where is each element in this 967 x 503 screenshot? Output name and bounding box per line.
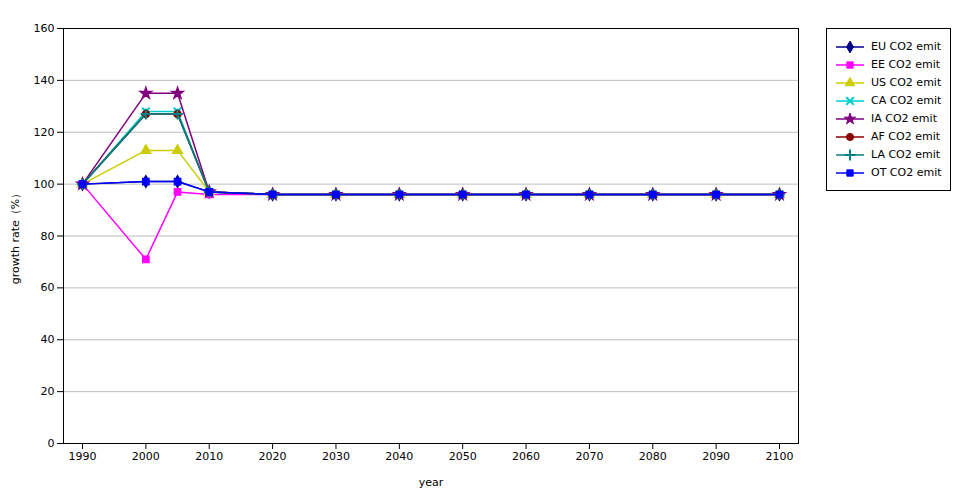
svg-text:2070: 2070	[575, 450, 603, 463]
svg-text:2000: 2000	[132, 450, 160, 463]
html-text:EU CO2 emit: EU CO2 emit	[871, 40, 942, 53]
svg-text:growth rate（%）: growth rate（%）	[9, 188, 22, 285]
html-text:OT CO2 emit: OT CO2 emit	[871, 166, 942, 179]
html-text:EE CO2 emit: EE CO2 emit	[871, 58, 941, 71]
svg-text:2050: 2050	[449, 450, 477, 463]
svg-text:100: 100	[34, 178, 55, 191]
svg-text:2080: 2080	[639, 450, 667, 463]
svg-text:2020: 2020	[259, 450, 287, 463]
svg-text:2040: 2040	[385, 450, 413, 463]
html-text:US CO2 emit: US CO2 emit	[871, 76, 942, 89]
html-text:CA CO2 emit: CA CO2 emit	[871, 94, 942, 107]
svg-text:2010: 2010	[195, 450, 223, 463]
svg-text:2030: 2030	[322, 450, 350, 463]
svg-text:40: 40	[41, 333, 55, 346]
svg-text:20: 20	[41, 385, 55, 398]
html-text:LA CO2 emit: LA CO2 emit	[871, 148, 941, 161]
svg-text:1990: 1990	[69, 450, 97, 463]
svg-text:2090: 2090	[702, 450, 730, 463]
svg-text:140: 140	[34, 74, 55, 87]
svg-text:year: year	[419, 476, 444, 489]
svg-text:80: 80	[41, 230, 55, 243]
svg-text:2100: 2100	[765, 450, 793, 463]
svg-text:160: 160	[34, 22, 55, 35]
svg-text:60: 60	[41, 281, 55, 294]
svg-text:2060: 2060	[512, 450, 540, 463]
svg-text:0: 0	[48, 437, 55, 450]
html-text:IA CO2 emit: IA CO2 emit	[871, 112, 937, 125]
svg-text:120: 120	[34, 126, 55, 139]
html-text:AF CO2 emit: AF CO2 emit	[871, 130, 940, 143]
